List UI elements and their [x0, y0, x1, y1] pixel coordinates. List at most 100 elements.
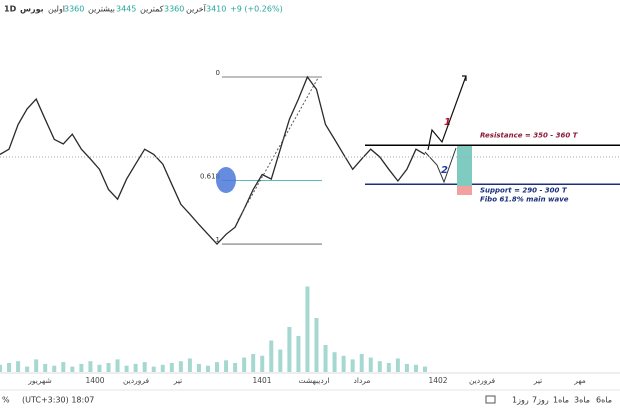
volume-bar — [260, 355, 265, 372]
chart: 0 0.618 1 Resistance = 350 - 360 T Support =… — [0, 69, 620, 372]
range-button[interactable]: 7روز — [532, 396, 549, 405]
volume-bar — [88, 361, 93, 372]
stat: 3410 — [206, 5, 226, 14]
volume-bar — [169, 363, 174, 372]
range-button[interactable]: 1روز — [512, 396, 529, 405]
volume-bar — [133, 363, 138, 372]
volume-bar — [106, 363, 111, 372]
risk-box — [457, 186, 472, 195]
volume-bar — [359, 354, 364, 372]
x-label: تیر — [173, 376, 183, 385]
volume-bar — [25, 366, 30, 372]
volume-bar — [124, 365, 129, 372]
fib-label: 0 — [216, 69, 220, 77]
volume-bar — [224, 360, 229, 372]
volume-bar — [251, 354, 256, 372]
x-label: مرداد — [354, 376, 371, 385]
price-series — [0, 75, 426, 246]
volume-bar — [323, 345, 328, 372]
volume-bar — [350, 359, 355, 372]
stat: 3445 — [116, 5, 136, 14]
volume-bar — [296, 336, 301, 372]
symbol: بورس — [20, 5, 44, 15]
volume-bar — [97, 364, 102, 372]
volume-bar — [314, 318, 319, 372]
volume-bar — [368, 357, 373, 372]
arrowhead — [462, 75, 467, 81]
volume-bar — [404, 363, 409, 372]
volume-bar — [178, 361, 183, 372]
note: Fibo 61.8% main wave — [480, 195, 569, 203]
volume-bar — [34, 359, 39, 372]
volume-bar — [160, 364, 165, 372]
volume-bar — [115, 359, 120, 372]
volume-bar — [187, 358, 192, 372]
calendar-icon[interactable] — [485, 395, 496, 404]
volume-bar — [151, 366, 156, 372]
volume-bar — [0, 364, 2, 372]
stat: بیشترین — [88, 5, 115, 14]
x-axis: شهریور 1400 فروردین تیر 1401 اردیبهشت مر… — [27, 376, 586, 385]
volume-bar — [79, 363, 84, 372]
footer: % (UTC+3:30) 18:07 1روز 7روز 1ماه 3ماه 6… — [2, 395, 612, 405]
wave-label: 2 — [441, 165, 448, 176]
volume-bar — [287, 327, 292, 372]
fib-trend — [237, 77, 319, 221]
volume-bar — [423, 366, 427, 372]
volume-bar — [142, 362, 147, 372]
volume-bar — [16, 361, 21, 372]
x-label: اردیبهشت — [299, 376, 330, 385]
volume-bar — [233, 363, 238, 372]
volume-bar — [242, 357, 247, 372]
volume-bar — [43, 363, 48, 372]
level-label: Resistance = 350 - 360 T — [480, 131, 579, 139]
volume-bar — [269, 340, 274, 372]
volume-bar — [7, 363, 12, 372]
volume-bar — [341, 355, 346, 372]
stat: 3360 — [164, 5, 184, 14]
x-label: مهر — [573, 376, 586, 385]
x-label: 1402 — [428, 376, 447, 385]
level-label: Support = 290 - 300 T — [480, 186, 568, 194]
volume-bar — [377, 361, 382, 372]
x-label: فروردین — [123, 376, 150, 385]
marker-circle — [216, 167, 236, 193]
stat: اولین — [48, 5, 65, 14]
volume-bar — [52, 365, 57, 372]
header: 1D بورس اولین 3360 بیشترین 3445 کمترین 3… — [4, 4, 283, 15]
volume-bar — [70, 366, 75, 372]
pct-toggle[interactable]: % — [2, 396, 10, 405]
volume-bar — [196, 363, 201, 372]
projection-1 — [427, 75, 467, 151]
range-button[interactable]: 1ماه — [553, 396, 569, 405]
stat: کمترین — [140, 5, 164, 14]
volume-bar — [332, 352, 337, 372]
projection-2 — [424, 147, 457, 184]
fib-label: 0.618 — [200, 172, 220, 180]
stat: +9 (+0.26%) — [230, 5, 283, 14]
stat: 3360 — [64, 5, 84, 14]
x-label: فروردین — [469, 376, 496, 385]
volume-bar — [386, 363, 391, 372]
volume-bar — [61, 362, 66, 372]
x-label: 1400 — [85, 376, 104, 385]
volume-bar — [395, 358, 400, 372]
volume-bar — [215, 362, 220, 372]
volume-bar — [305, 286, 310, 372]
x-label: شهریور — [27, 376, 51, 385]
fib-label: 1 — [216, 236, 220, 244]
interval: 1D — [4, 5, 17, 14]
volume-bar — [413, 364, 418, 372]
x-label: 1401 — [252, 376, 271, 385]
target-box — [457, 146, 472, 186]
volume-bar — [205, 365, 210, 372]
stat: آخرین — [186, 4, 207, 14]
range-button[interactable]: 3ماه — [574, 396, 590, 405]
volume-bar — [278, 349, 283, 372]
wave-label: 1 — [444, 117, 451, 128]
x-label: تیر — [533, 376, 543, 385]
range-button[interactable]: 6ماه — [596, 396, 612, 405]
clock: (UTC+3:30) 18:07 — [22, 396, 94, 405]
